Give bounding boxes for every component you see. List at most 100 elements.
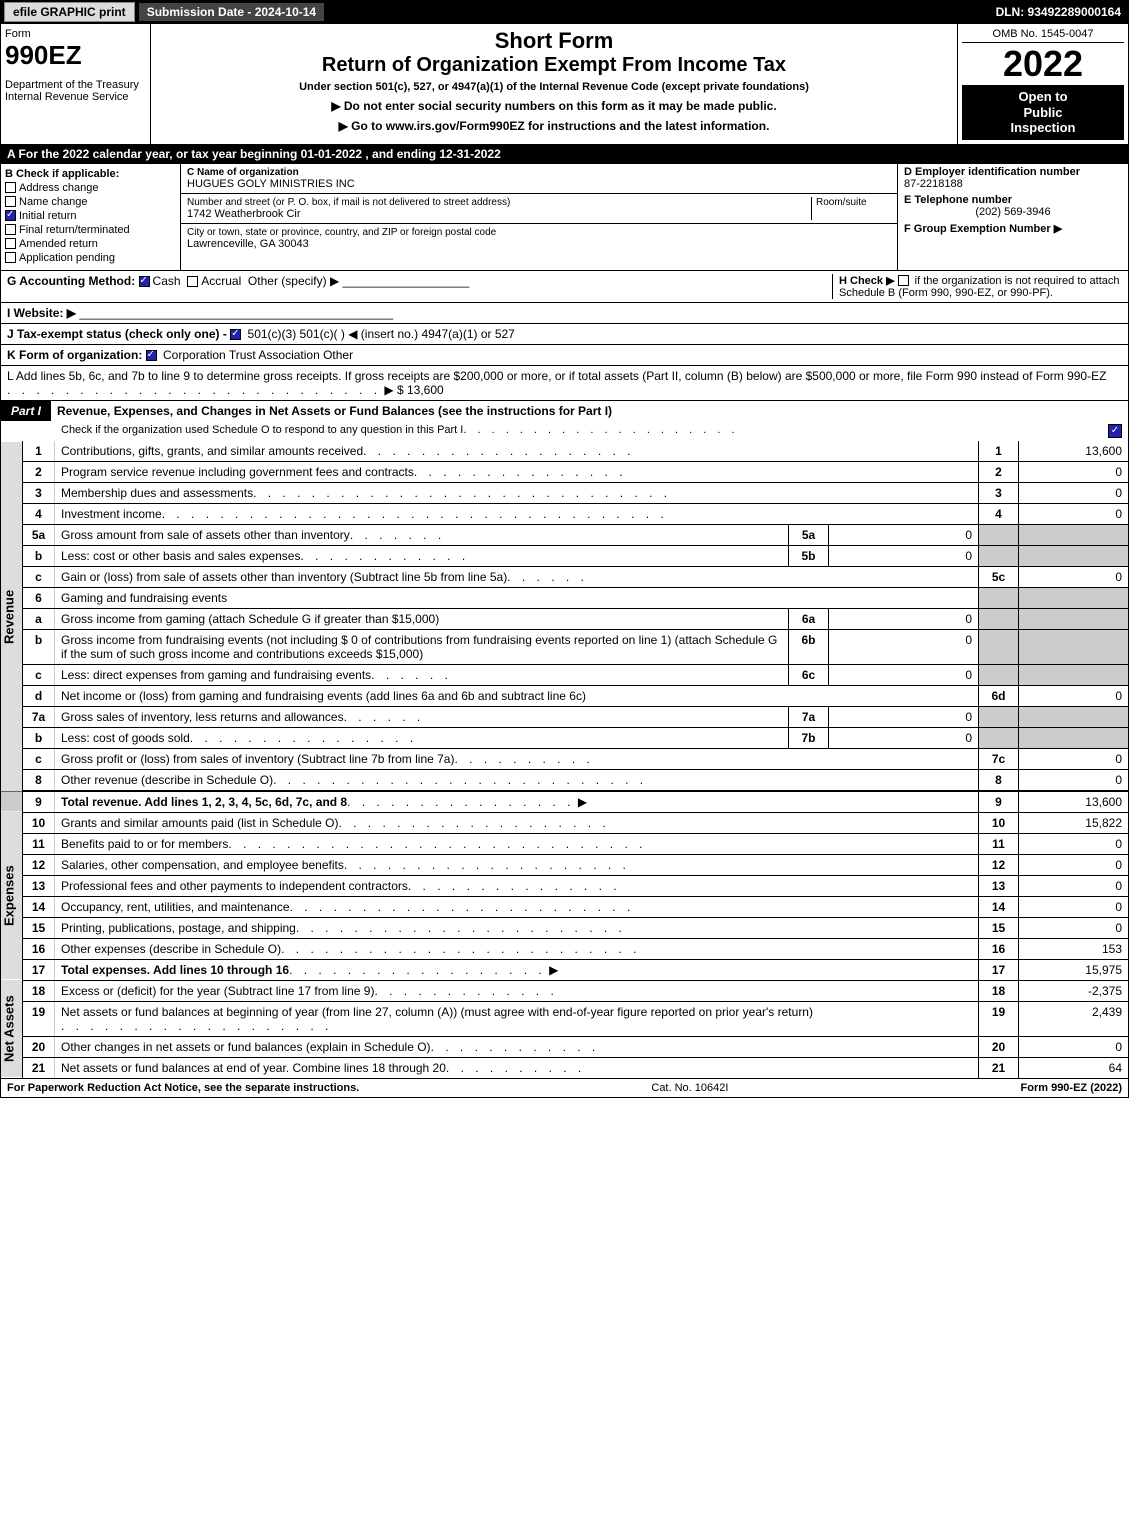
line-4-rn: 4 <box>979 503 1019 524</box>
line-7b-mv: 0 <box>829 727 979 748</box>
line-7a-mv: 0 <box>829 706 979 727</box>
open-line2: Public <box>966 105 1120 121</box>
irs-label: Internal Revenue Service <box>5 91 146 103</box>
section-b: B Check if applicable: Address change Na… <box>1 164 181 270</box>
check-initial-return[interactable]: Initial return <box>5 210 176 222</box>
line-20-val: 0 <box>1019 1036 1129 1057</box>
header-left: Form 990EZ Department of the Treasury In… <box>1 24 151 144</box>
line-6d-val: 0 <box>1019 685 1129 706</box>
l-text: L Add lines 5b, 6c, and 7b to line 9 to … <box>7 369 1106 383</box>
check-application-pending[interactable]: Application pending <box>5 252 176 264</box>
line-1-num: 1 <box>23 441 55 462</box>
line-6c-desc: Less: direct expenses from gaming and fu… <box>55 664 789 685</box>
line-8-desc: Other revenue (describe in Schedule O) .… <box>55 769 979 791</box>
check-final-return[interactable]: Final return/terminated <box>5 224 176 236</box>
side-label-netassets: Net Assets <box>1 980 23 1078</box>
line-5a-desc: Gross amount from sale of assets other t… <box>55 524 789 545</box>
line-8-rn: 8 <box>979 769 1019 791</box>
open-line1: Open to <box>966 89 1120 105</box>
line-6-rv-shade <box>1019 587 1129 608</box>
check-corporation[interactable] <box>146 350 157 361</box>
line-3-desc: Membership dues and assessments . . . . … <box>55 482 979 503</box>
line-9-desc: Total revenue. Add lines 1, 2, 3, 4, 5c,… <box>55 791 979 813</box>
part-1-schedule-o-check[interactable]: ✓ <box>1108 424 1122 438</box>
top-bar: efile GRAPHIC print Submission Date - 20… <box>0 0 1129 24</box>
line-12-num: 12 <box>23 854 55 875</box>
side-label-revenue: Revenue <box>1 441 23 791</box>
line-15-val: 0 <box>1019 917 1129 938</box>
line-6-rn-shade <box>979 587 1019 608</box>
line-13-num: 13 <box>23 875 55 896</box>
check-h[interactable] <box>898 275 909 286</box>
line-7b-rv-shade <box>1019 727 1129 748</box>
line-7a-rn-shade <box>979 706 1019 727</box>
line-2-desc: Program service revenue including govern… <box>55 461 979 482</box>
check-cash[interactable] <box>139 276 150 287</box>
line-5c-val: 0 <box>1019 566 1129 587</box>
line-6b-mn: 6b <box>789 629 829 664</box>
line-7b-desc: Less: cost of goods sold . . . . . . . .… <box>55 727 789 748</box>
city-label: City or town, state or province, country… <box>187 227 891 238</box>
line-5c-num: c <box>23 566 55 587</box>
form-number: 990EZ <box>5 40 146 71</box>
line-20-rn: 20 <box>979 1036 1019 1057</box>
form-header: Form 990EZ Department of the Treasury In… <box>0 24 1129 145</box>
website-label: I Website: ▶ <box>7 306 76 320</box>
line-5c-rn: 5c <box>979 566 1019 587</box>
ein-label: D Employer identification number <box>904 166 1122 178</box>
instruction-link[interactable]: ▶ Go to www.irs.gov/Form990EZ for instru… <box>155 119 953 133</box>
line-5b-rv-shade <box>1019 545 1129 566</box>
j-options: 501(c)(3) 501(c)( ) ◀ (insert no.) 4947(… <box>248 327 515 341</box>
line-17-val: 15,975 <box>1019 959 1129 980</box>
check-address-change[interactable]: Address change <box>5 182 176 194</box>
j-label: J Tax-exempt status (check only one) - <box>7 327 227 341</box>
line-20-desc: Other changes in net assets or fund bala… <box>55 1036 979 1057</box>
efile-print-button[interactable]: efile GRAPHIC print <box>4 2 135 22</box>
cash-label: Cash <box>153 274 181 288</box>
line-17-desc: Total expenses. Add lines 10 through 16 … <box>55 959 979 980</box>
org-name: HUGUES GOLY MINISTRIES INC <box>187 178 891 190</box>
dept-treasury: Department of the Treasury <box>5 79 146 91</box>
form-subtitle: Under section 501(c), 527, or 4947(a)(1)… <box>155 81 953 93</box>
line-6b-num: b <box>23 629 55 664</box>
line-11-desc: Benefits paid to or for members . . . . … <box>55 833 979 854</box>
l-value: ▶ $ 13,600 <box>384 383 443 397</box>
line-5b-desc: Less: cost or other basis and sales expe… <box>55 545 789 566</box>
line-6-num: 6 <box>23 587 55 608</box>
line-16-desc: Other expenses (describe in Schedule O) … <box>55 938 979 959</box>
line-6a-rn-shade <box>979 608 1019 629</box>
line-5a-num: 5a <box>23 524 55 545</box>
check-name-change[interactable]: Name change <box>5 196 176 208</box>
line-10-desc: Grants and similar amounts paid (list in… <box>55 812 979 833</box>
line-6a-num: a <box>23 608 55 629</box>
footer-catno: Cat. No. 10642I <box>651 1082 728 1094</box>
line-5a-rv-shade <box>1019 524 1129 545</box>
line-17-num: 17 <box>23 959 55 980</box>
row-l: L Add lines 5b, 6c, and 7b to line 9 to … <box>0 366 1129 401</box>
omb-number: OMB No. 1545-0047 <box>962 28 1124 43</box>
line-16-val: 153 <box>1019 938 1129 959</box>
line-5b-mn: 5b <box>789 545 829 566</box>
row-g: G Accounting Method: Cash Accrual Other … <box>7 274 832 299</box>
line-6d-desc: Net income or (loss) from gaming and fun… <box>55 685 979 706</box>
header-center: Short Form Return of Organization Exempt… <box>151 24 958 144</box>
part-1-header: Part I Revenue, Expenses, and Changes in… <box>0 401 1129 421</box>
line-18-rn: 18 <box>979 980 1019 1001</box>
check-501c3[interactable] <box>230 329 241 340</box>
section-a-taxyear: A For the 2022 calendar year, or tax yea… <box>0 145 1129 164</box>
check-accrual[interactable] <box>187 276 198 287</box>
line-20-num: 20 <box>23 1036 55 1057</box>
k-label: K Form of organization: <box>7 348 142 362</box>
section-bcd: B Check if applicable: Address change Na… <box>0 164 1129 271</box>
side-blank-1 <box>1 791 23 813</box>
line-11-num: 11 <box>23 833 55 854</box>
line-4-desc: Investment income . . . . . . . . . . . … <box>55 503 979 524</box>
check-amended-return[interactable]: Amended return <box>5 238 176 250</box>
line-5b-rn-shade <box>979 545 1019 566</box>
line-7b-mn: 7b <box>789 727 829 748</box>
line-7b-num: b <box>23 727 55 748</box>
b-label: B Check if applicable: <box>5 168 176 180</box>
line-10-rn: 10 <box>979 812 1019 833</box>
tax-year: 2022 <box>962 43 1124 85</box>
k-options: Corporation Trust Association Other <box>163 348 353 362</box>
